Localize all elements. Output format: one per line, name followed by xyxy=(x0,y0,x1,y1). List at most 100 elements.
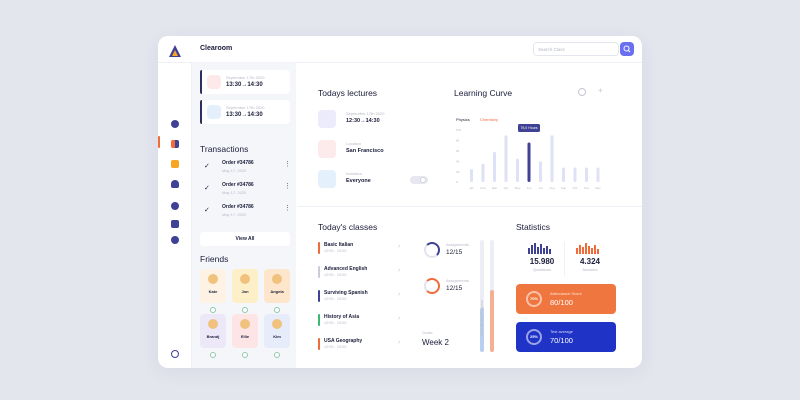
lecture-time: 12:30→14:30 xyxy=(346,118,380,124)
search-button[interactable] xyxy=(620,42,634,56)
class-row[interactable]: Advanced English 12:00 - 13:00 › xyxy=(318,266,404,286)
class-name: Basic Italian xyxy=(324,242,354,248)
class-row[interactable]: History of Asia 12:00 - 13:00 › xyxy=(318,314,404,334)
goals-label: Goals xyxy=(422,330,433,335)
notice-card[interactable]: September 17th 2020 13:30→14:30 xyxy=(200,70,290,94)
friend-card[interactable]: Kim xyxy=(264,314,290,358)
x-tick-label: Sep xyxy=(561,186,567,190)
legend-physics: Physics xyxy=(456,117,470,122)
test-average-label: Test average xyxy=(550,329,573,334)
invitation-value: Everyone xyxy=(346,178,371,184)
test-average-ring xyxy=(526,329,542,345)
gear-icon[interactable] xyxy=(171,236,179,244)
answers-bars-icon xyxy=(576,243,599,254)
invite-toggle[interactable] xyxy=(410,176,428,184)
weekly-progress-label: Total Weekly Progress xyxy=(480,300,484,336)
class-time: 12:00 - 13:00 xyxy=(324,297,347,301)
questions-label: Questions xyxy=(532,267,551,272)
bell-icon[interactable] xyxy=(171,220,179,228)
chevron-right-icon[interactable]: › xyxy=(398,315,401,322)
test-average-card[interactable]: 25% Test average 70/100 xyxy=(516,322,616,352)
logout-icon[interactable] xyxy=(171,350,179,358)
chart-bar xyxy=(573,167,577,182)
search-input[interactable]: Search Class xyxy=(533,42,619,56)
view-all-button[interactable]: View All xyxy=(200,232,290,246)
transaction-row[interactable]: ✓ Order #34786 May 17, 2020 ⋮ xyxy=(200,182,291,200)
attendance-ring xyxy=(526,291,542,307)
answers-label: Answers xyxy=(582,267,598,272)
transaction-row[interactable]: ✓ Order #34786 May 17, 2020 ⋮ xyxy=(200,204,291,222)
chart-icon[interactable] xyxy=(171,160,179,168)
x-tick-label: Mar xyxy=(492,186,497,190)
notice-time: 13:30→14:30 xyxy=(226,82,263,88)
test-average-percent: 25% xyxy=(529,334,538,339)
more-icon[interactable]: ⋮ xyxy=(284,161,291,168)
class-row[interactable]: Surviving Spanish 12:00 - 13:00 › xyxy=(318,290,404,310)
calendar-icon xyxy=(207,105,221,119)
weekly-progress-fill-2 xyxy=(490,290,494,352)
grid-icon[interactable] xyxy=(171,140,179,148)
chevron-right-icon[interactable]: › xyxy=(398,243,401,250)
more-icon[interactable]: ⋮ xyxy=(284,205,291,212)
y-tick-label: 0 xyxy=(456,180,458,184)
notice-bar xyxy=(200,100,202,124)
friend-card[interactable]: Brandj xyxy=(200,314,226,358)
class-name: Surviving Spanish xyxy=(324,290,368,296)
settings-icon[interactable] xyxy=(578,88,586,96)
chart-bar xyxy=(596,167,600,182)
friend-card[interactable]: Kate xyxy=(200,269,226,313)
friend-name: Kate xyxy=(208,289,218,294)
chart-bar xyxy=(504,135,508,182)
learning-curve-chart: Physics Chemistry 100 80 60 40 20 0 Jan Feb Mar Apr… xyxy=(456,117,601,190)
folder-icon[interactable] xyxy=(171,202,179,210)
search-icon xyxy=(623,45,631,53)
chart-bar xyxy=(470,169,473,182)
user-icon[interactable] xyxy=(171,180,179,188)
class-row[interactable]: Basic Italian 12:00 - 13:00 › xyxy=(318,242,404,262)
chevron-right-icon[interactable]: › xyxy=(398,339,401,346)
class-time: 12:00 - 13:00 xyxy=(324,321,347,325)
friend-card[interactable]: Angela xyxy=(264,269,290,313)
assignment-ring-1 xyxy=(424,242,440,258)
questions-counter: 15.980 Questions xyxy=(520,240,564,278)
chevron-right-icon[interactable]: › xyxy=(398,291,401,298)
attendance-card[interactable]: 70% Attendance Score 80/100 xyxy=(516,284,616,314)
chart-bar xyxy=(539,161,542,182)
transaction-row[interactable]: ✓ Order #34786 May 17, 2020 ⋮ xyxy=(200,160,291,178)
assignment-value: 12/15 xyxy=(446,249,463,256)
assignment-ring-2 xyxy=(424,278,440,294)
lectures-title: Todays lectures xyxy=(318,88,378,98)
home-icon[interactable] xyxy=(171,120,179,128)
add-icon[interactable]: + xyxy=(598,86,603,95)
order-date: May 17, 2020 xyxy=(222,190,247,195)
class-name: Advanced English xyxy=(324,266,368,272)
calendar-icon xyxy=(318,110,336,128)
friend-card[interactable]: Jon xyxy=(232,269,258,313)
class-row[interactable]: USA Geography 12:00 - 13:00 › xyxy=(318,338,404,358)
class-name: History of Asia xyxy=(324,314,360,320)
test-average-value: 70/100 xyxy=(550,336,573,345)
x-tick-label: Feb xyxy=(480,186,486,190)
x-tick-label: Dec xyxy=(595,186,601,190)
assignment-value: 12/15 xyxy=(446,285,463,292)
x-tick-label: May xyxy=(515,186,521,190)
attendance-value: 80/100 xyxy=(550,298,573,307)
x-tick-label: Apr xyxy=(504,186,509,190)
rail-active-indicator xyxy=(158,136,160,148)
online-status-icon xyxy=(242,352,248,358)
more-icon[interactable]: ⋮ xyxy=(284,183,291,190)
class-color-bar xyxy=(318,290,320,302)
chart-bar xyxy=(562,167,565,182)
video-icon xyxy=(318,170,336,188)
chart-tooltip xyxy=(518,124,540,132)
avatar xyxy=(208,274,218,284)
class-time: 12:00 - 13:00 xyxy=(324,345,347,349)
learning-curve-title: Learning Curve xyxy=(454,88,513,98)
class-name: USA Geography xyxy=(324,338,363,344)
online-status-icon xyxy=(210,352,216,358)
x-tick-label: Jun xyxy=(527,186,532,190)
notice-card[interactable]: September 17th 2020 13:30→14:30 xyxy=(200,100,290,124)
avatar xyxy=(240,319,250,329)
friend-card[interactable]: Ellie xyxy=(232,314,258,358)
chevron-right-icon[interactable]: › xyxy=(398,267,401,274)
